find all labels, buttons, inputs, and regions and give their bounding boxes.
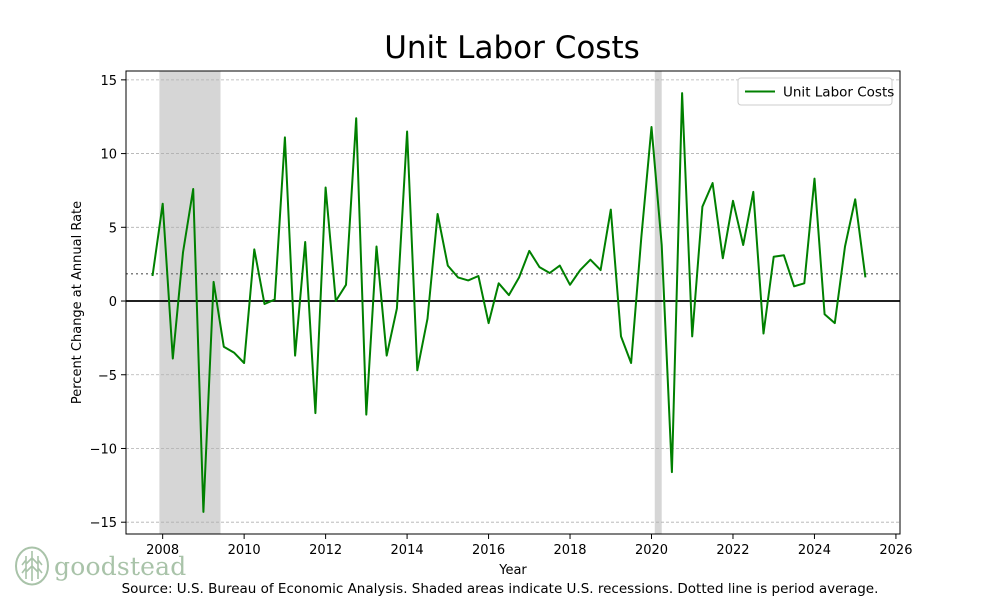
x-tick-label: 2010 [228,543,261,558]
x-tick-label: 2016 [472,543,505,558]
source-note: Source: U.S. Bureau of Economic Analysis… [121,581,879,597]
x-tick-label: 2022 [716,543,749,558]
y-tick-label: −5 [98,369,117,384]
y-axis-label: Percent Change at Annual Rate [70,201,85,404]
y-tick-label: 0 [109,295,117,310]
recession-shading [159,71,662,534]
x-tick-label: 2008 [146,543,179,558]
logo-text: goodstead [54,551,187,581]
y-tick-label: 5 [109,221,117,236]
x-tick-label: 2026 [879,543,912,558]
y-tick-label: 15 [100,74,117,89]
recession-band [654,71,662,534]
tree-icon [15,546,49,586]
x-tick-label: 2012 [309,543,342,558]
legend-label: Unit Labor Costs [783,85,894,101]
x-tick-label: 2018 [553,543,586,558]
series-line [151,92,867,513]
chart-title: Unit Labor Costs [384,30,640,66]
y-tick-label: 10 [100,148,117,163]
y-tick-label: −10 [90,442,117,457]
x-tick-label: 2024 [798,543,831,558]
x-tick-label: 2020 [635,543,668,558]
y-axis-ticks: −15 −10 −5 0 5 10 15 [90,74,126,531]
x-tick-label: 2014 [391,543,424,558]
legend-box [737,77,893,106]
x-axis-ticks: 2008 2010 2012 2014 2016 2018 2020 2022 2024 2026 [146,534,912,558]
series-lines [151,92,867,513]
legend: Unit Labor Costs [737,77,894,106]
y-tick-label: −15 [90,516,117,531]
goodstead-logo: goodstead [14,546,187,586]
plot-frame [125,70,901,535]
x-axis-label: Year [498,563,527,578]
